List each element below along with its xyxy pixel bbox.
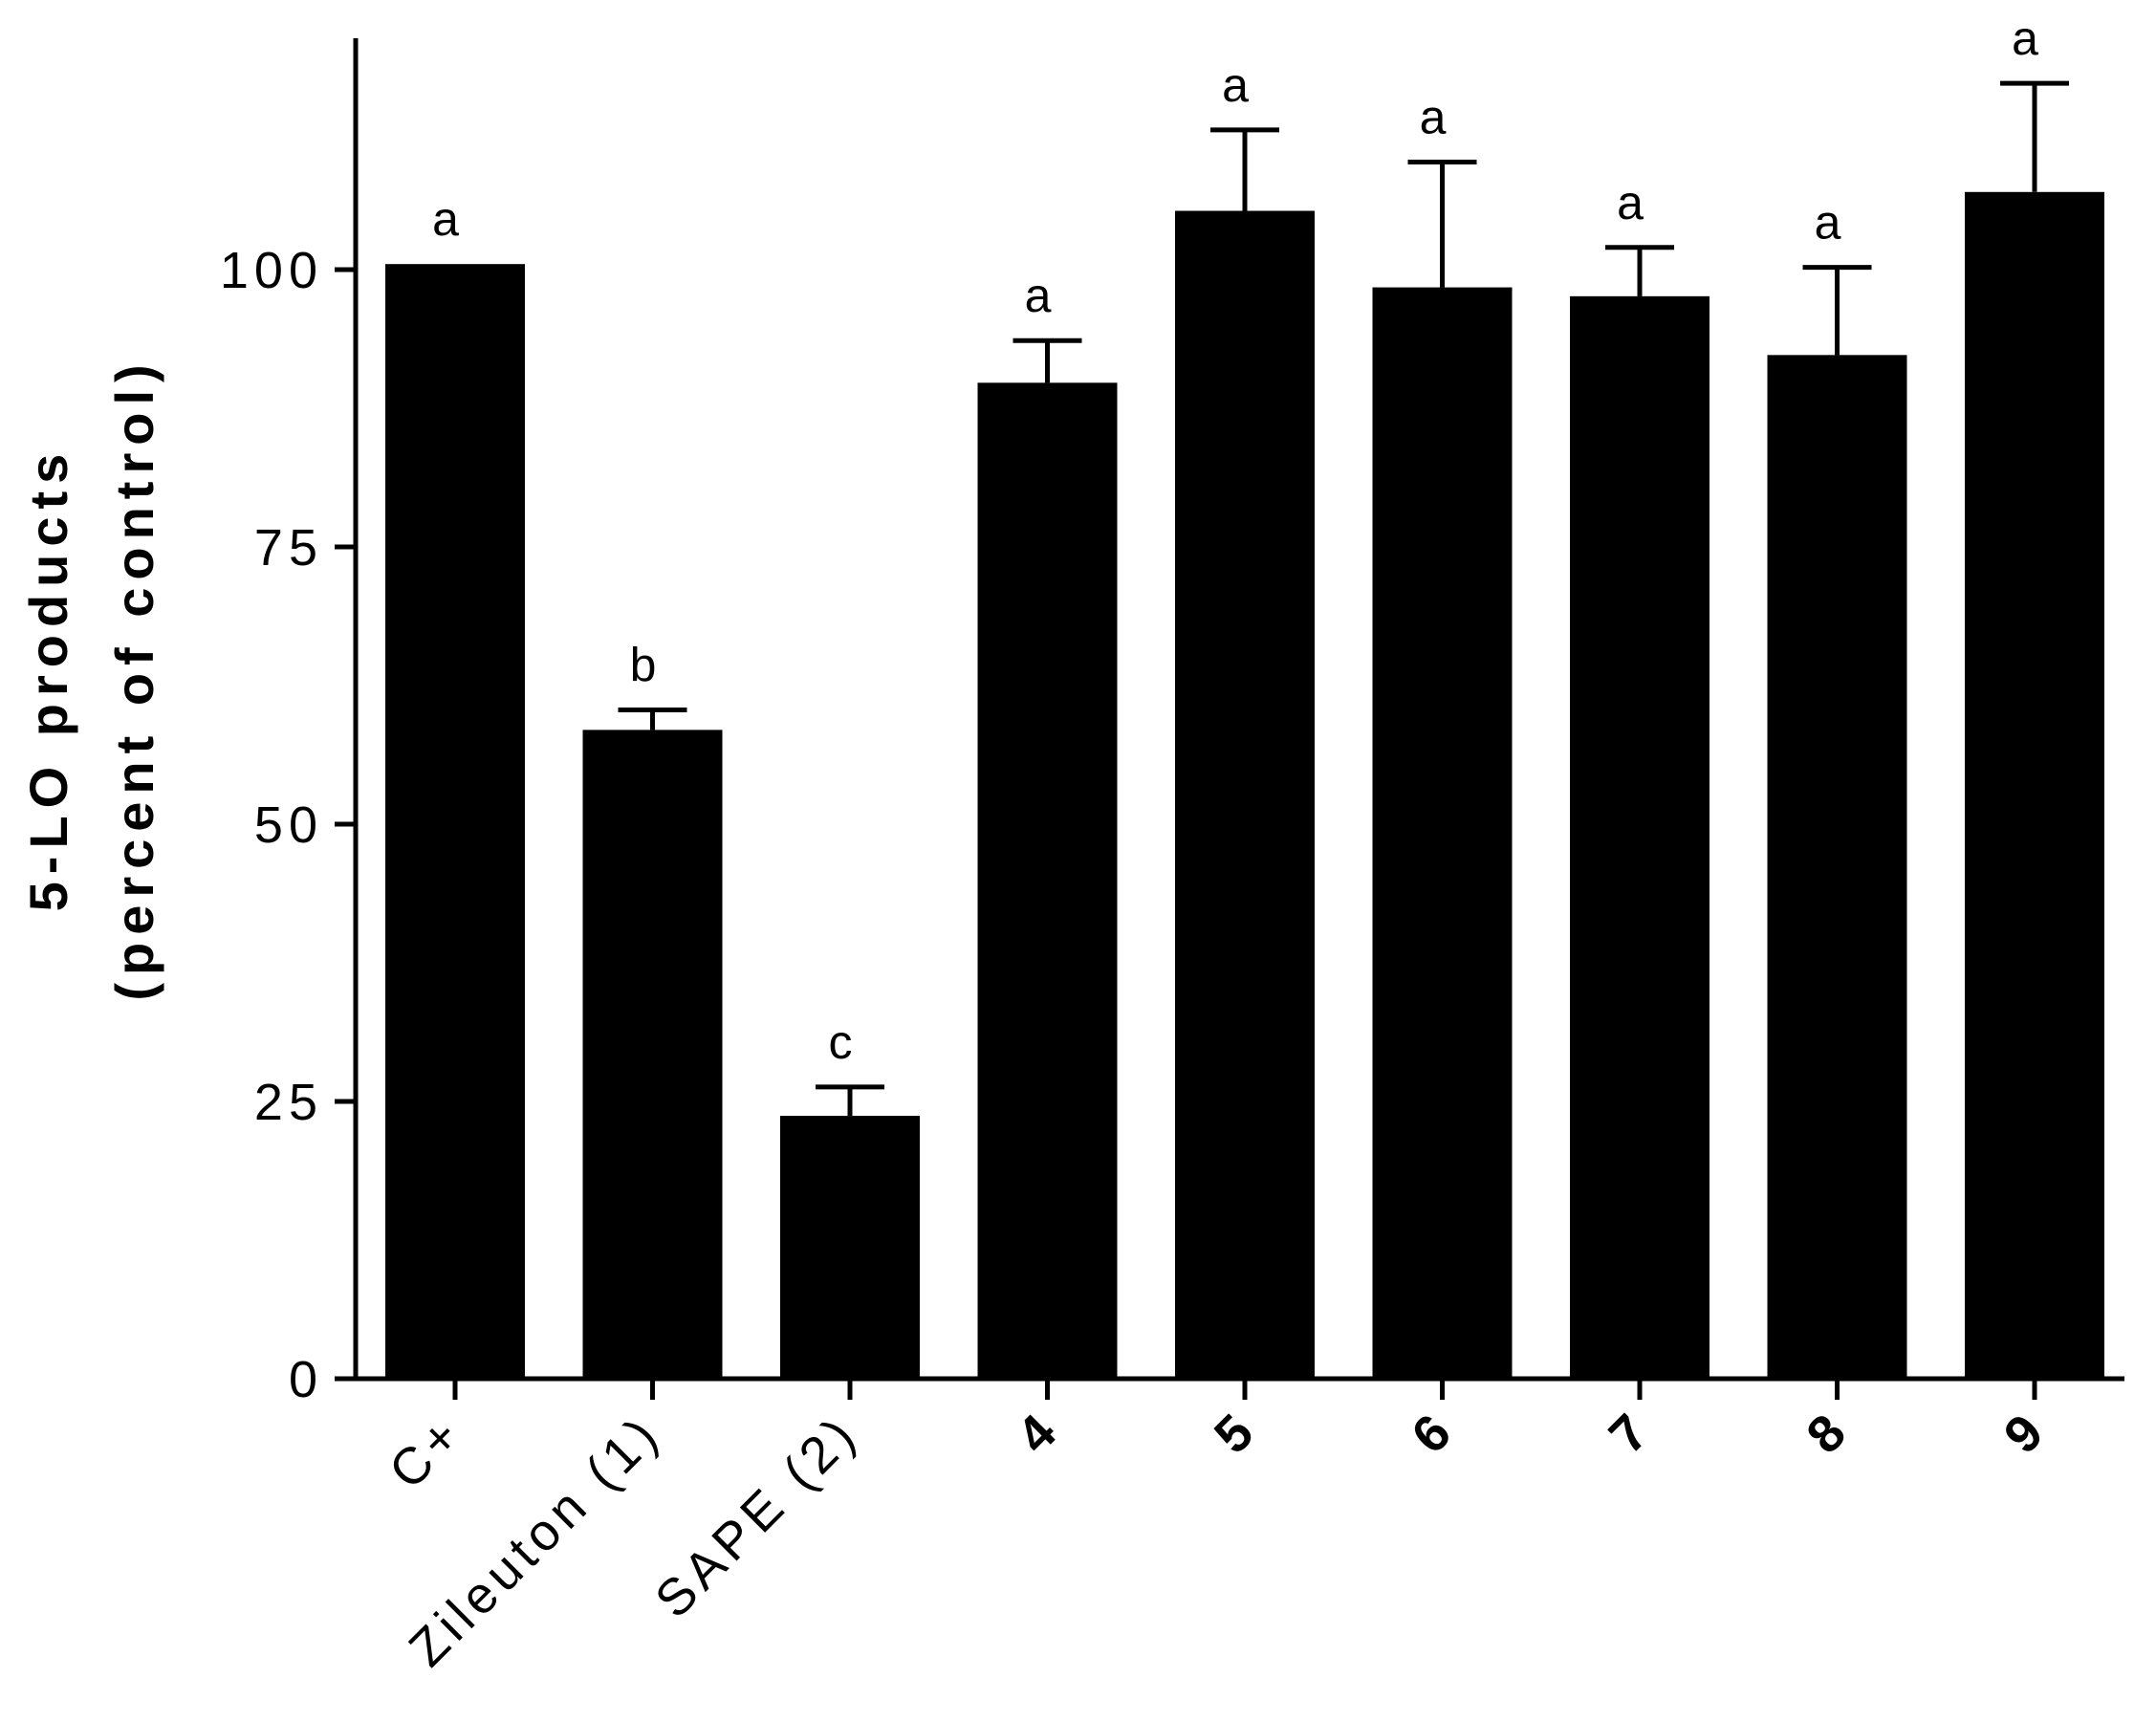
- significance-label: a: [2012, 11, 2038, 65]
- significance-label: c: [829, 1015, 853, 1069]
- bar: [1767, 355, 1907, 1379]
- bar: [780, 1116, 920, 1379]
- y-tick-label: 0: [289, 1351, 323, 1408]
- x-ticks: C+Zileuton (1)SAPE (2) 4 5 6 7 8 9: [379, 1379, 2055, 1678]
- y-tick-label: 50: [254, 796, 323, 854]
- y-tick-label: 100: [220, 242, 323, 299]
- significance-label: b: [630, 639, 657, 692]
- y-ticks: 0 25 50 75 100: [220, 242, 356, 1408]
- significance-label: a: [432, 192, 459, 246]
- bars: [385, 191, 2104, 1380]
- bar: [977, 382, 1118, 1379]
- y-axis-label-line1: 5-LO products: [18, 447, 78, 912]
- bar: [1175, 210, 1315, 1379]
- error-bars: [618, 80, 2069, 1117]
- bar: [385, 264, 525, 1380]
- bar: [582, 730, 723, 1379]
- x-tick-label: 8: [1796, 1404, 1857, 1465]
- significance-label: a: [1617, 176, 1644, 229]
- x-tick-label: 7: [1599, 1404, 1660, 1465]
- x-tick-label: C+: [379, 1404, 475, 1500]
- y-tick-label: 75: [254, 519, 323, 577]
- significance-label: a: [1420, 90, 1447, 143]
- x-tick-label: 9: [1993, 1404, 2055, 1465]
- y-tick-label: 25: [254, 1074, 323, 1131]
- significance-label: a: [1025, 269, 1052, 322]
- bar: [1965, 191, 2104, 1379]
- significance-labels: a b c a a a a a a: [432, 11, 2038, 1069]
- x-tick-label: 6: [1401, 1404, 1462, 1465]
- bar: [1372, 287, 1513, 1379]
- y-axis-label-line2: (percent of control): [104, 357, 164, 1000]
- significance-label: a: [1815, 196, 1841, 250]
- x-tick-label: 5: [1204, 1404, 1265, 1465]
- x-tick-label: 4: [1006, 1404, 1067, 1465]
- y-axis-label: 5-LO products (percent of control): [18, 357, 164, 1000]
- bar: [1570, 295, 1710, 1380]
- x-tick-label: SAPE (2): [644, 1404, 870, 1629]
- significance-label: a: [1222, 58, 1249, 112]
